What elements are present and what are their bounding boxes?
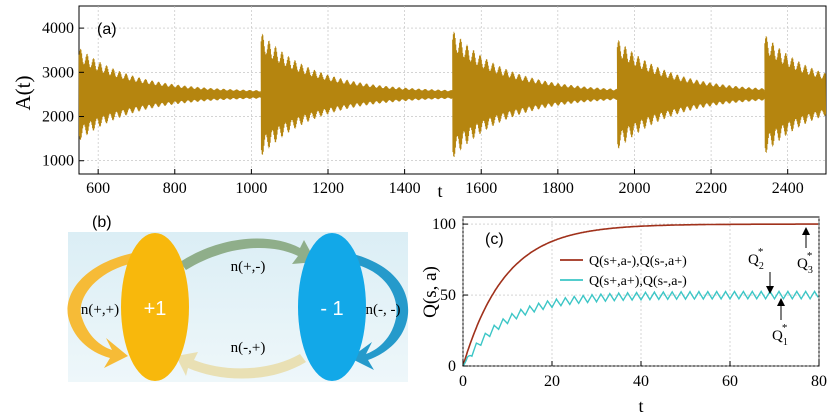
series-q-plus-plus-line [462, 289, 819, 367]
panel-a-xlabel: t [437, 181, 442, 201]
self-loop-plus-arrow [67, 252, 138, 368]
annotation-q3: Q3* [797, 250, 813, 276]
panel-a-xtick-label: 2000 [618, 180, 650, 197]
transition-label-minus-minus: n(-, -) [366, 302, 401, 318]
panel-c-xtick-label: 0 [459, 373, 467, 390]
panel-c-ytick-label: 0 [448, 358, 456, 375]
panel-a-xtick-label: 800 [163, 180, 187, 197]
panel-a-x-ticks: 600 800 1000 1200 1400 1600 1800 2000 2200 2400 [86, 169, 804, 197]
panel-c-frame [462, 216, 820, 367]
panel-b: (b) +1 - 1 n(+,+) n(+,-) n(-,+) n(-, -) [67, 214, 409, 382]
state-plus-one-label: +1 [144, 298, 167, 320]
panel-a-xtick-label: 1400 [389, 180, 421, 197]
legend-label-q-plus-plus: Q(s+,a+),Q(s-,a-) [589, 274, 687, 289]
panel-c: 0 20 40 60 80 0 50 100 (c) Q(s, a) t Q(s+,a-),… [420, 216, 827, 416]
panel-c-x-ticks: 0 20 40 60 80 [459, 361, 827, 390]
panel-c-xtick-label: 40 [633, 373, 649, 390]
panel-a-ylabel: A(t) [11, 76, 35, 111]
panel-a-ytick-label: 1000 [42, 153, 74, 170]
panel-c-xtick-label: 80 [811, 373, 827, 390]
panel-c-xtick-label: 60 [722, 373, 738, 390]
panel-a-xtick-label: 1000 [235, 180, 267, 197]
panel-a-y-ticks: 1000 2000 3000 4000 [42, 20, 84, 170]
panel-a-label: (a) [97, 21, 117, 38]
panel-c-ytick-label: 100 [432, 216, 456, 233]
panel-a-xtick-label: 600 [86, 180, 110, 197]
panel-a-xtick-label: 2200 [695, 180, 727, 197]
panel-c-label: (c) [485, 231, 504, 248]
panel-b-label: (b) [92, 214, 112, 231]
panel-c-ylabel: Q(s, a) [420, 266, 441, 318]
transition-label-plus-minus: n(+,-) [231, 259, 266, 275]
panel-a-xtick-label: 1600 [465, 180, 497, 197]
panel-a-xtick-label: 1200 [312, 180, 344, 197]
annotation-q2: Q2* [748, 246, 764, 272]
transition-minus-plus-arrow [176, 352, 306, 379]
panel-a-xtick-label: 2400 [772, 180, 804, 197]
panel-c-ytick-label: 50 [440, 287, 456, 304]
panel-c-grid [462, 217, 820, 367]
panel-a-xtick-label: 1800 [542, 180, 574, 197]
panel-a-ytick-label: 2000 [42, 109, 74, 126]
panel-c-y-ticks: 0 50 100 [432, 216, 468, 375]
panel-a-ytick-label: 3000 [42, 64, 74, 81]
state-minus-one [298, 233, 366, 381]
transition-plus-minus-arrow [180, 238, 316, 270]
panel-a-ytick-label: 4000 [42, 20, 74, 37]
panel-a-series-line [78, 31, 827, 158]
self-loop-minus-arrow [345, 252, 409, 370]
legend-label-q-plus-minus: Q(s+,a-),Q(s-,a+) [589, 254, 687, 269]
series-q-plus-minus-line [462, 223, 819, 367]
panel-c-xtick-label: 20 [544, 373, 560, 390]
panel-c-xlabel: t [638, 396, 643, 416]
transition-label-plus-plus: n(+,+) [81, 302, 119, 318]
transition-label-minus-plus: n(-,+) [231, 340, 266, 356]
state-minus-one-label: - 1 [320, 298, 343, 320]
annotation-q1: Q1* [772, 322, 788, 348]
state-plus-one [121, 233, 189, 381]
panel-a: 600 800 1000 1200 1400 1600 1800 2000 2200 2400 1… [11, 5, 827, 201]
